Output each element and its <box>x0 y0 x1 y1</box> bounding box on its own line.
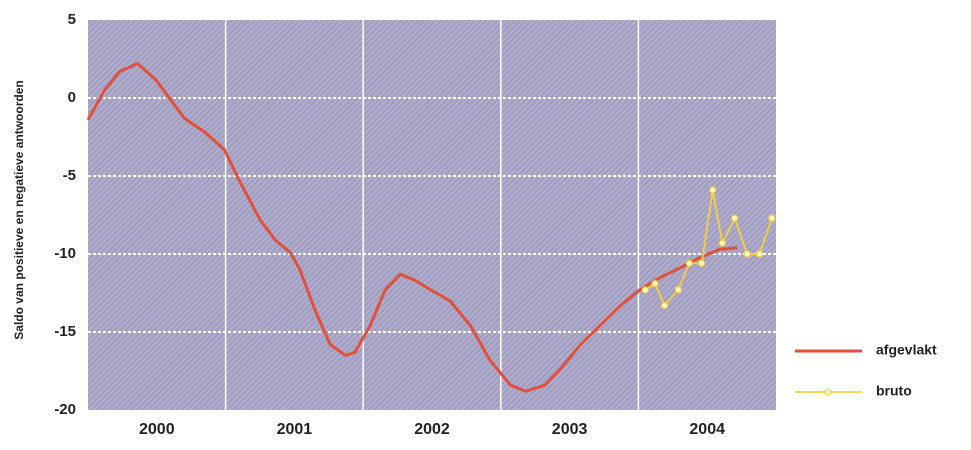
point <box>641 286 649 294</box>
y-tick-label: -15 <box>54 323 76 340</box>
legend-marker <box>824 388 832 396</box>
y-tick-label: 5 <box>68 11 76 28</box>
legend-label: afgevlakt <box>876 342 937 358</box>
point <box>660 301 669 310</box>
y-axis-label: Saldo van positieve en negatieve antwoor… <box>12 80 26 339</box>
x-tick-label: 2003 <box>552 421 588 438</box>
point <box>651 280 659 288</box>
point <box>685 259 693 267</box>
x-tick-label: 2004 <box>689 421 725 438</box>
point <box>674 286 682 294</box>
series-line <box>86 61 738 393</box>
point <box>731 214 739 222</box>
x-tick-label: 2000 <box>139 421 175 438</box>
y-tick-label: -20 <box>54 401 76 418</box>
y-tick-label: -10 <box>54 245 76 262</box>
point <box>755 250 764 258</box>
plot-area <box>88 20 776 410</box>
y-tick-label: 0 <box>68 89 76 106</box>
point <box>709 186 717 194</box>
x-tick-label: 2002 <box>414 421 450 438</box>
x-tick-label: 2001 <box>277 421 313 438</box>
legend-label: bruto <box>876 383 912 399</box>
point <box>698 259 706 267</box>
y-tick-label: -5 <box>63 167 76 184</box>
point <box>718 239 726 247</box>
point <box>743 250 751 258</box>
point <box>768 214 776 222</box>
